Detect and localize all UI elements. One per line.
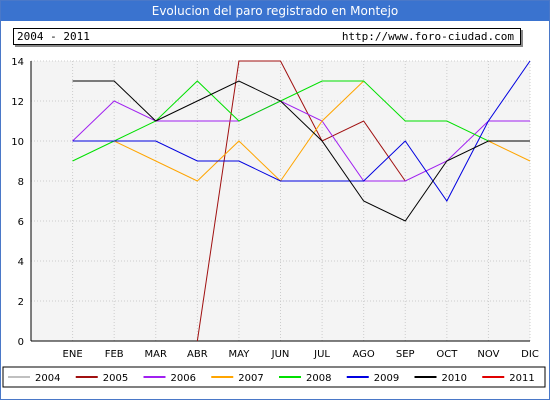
x-tick-label: AGO <box>353 349 375 360</box>
x-tick-label: NOV <box>477 349 499 360</box>
x-tick-label: MAY <box>229 349 251 360</box>
legend-label-2005: 2005 <box>103 373 128 384</box>
x-tick-label: MAR <box>145 349 167 360</box>
x-tick-label: OCT <box>436 349 458 360</box>
chart-title: Evolucion del paro registrado en Montejo <box>151 4 399 18</box>
legend-label-2010: 2010 <box>442 373 467 384</box>
series-line-2010 <box>72 80 530 222</box>
legend-label-2006: 2006 <box>171 373 196 384</box>
y-tick-label: 10 <box>11 137 24 148</box>
x-tick-label: FEB <box>105 349 124 360</box>
x-tick-label: ENE <box>63 349 83 360</box>
x-tick-label: JUN <box>271 349 290 360</box>
y-tick-label: 8 <box>18 177 24 188</box>
series-line-2008 <box>72 80 530 162</box>
legend-label-2004: 2004 <box>35 373 60 384</box>
series-line-2005 <box>196 60 406 342</box>
title-bar: Evolucion del paro registrado en Montejo <box>1 1 549 21</box>
series-line-2009 <box>72 60 531 202</box>
legend-label-2008: 2008 <box>306 373 331 384</box>
x-tick-label: DIC <box>521 349 539 360</box>
date-range-label: 2004 - 2011 <box>17 30 90 43</box>
y-tick-label: 4 <box>18 257 24 268</box>
x-tick-label: ABR <box>187 349 208 360</box>
y-tick-label: 2 <box>18 297 24 308</box>
legend-box <box>2 366 546 388</box>
series-line-2006 <box>72 100 530 182</box>
legend-label-2009: 2009 <box>374 373 399 384</box>
source-url: http://www.foro-ciudad.com <box>341 30 514 43</box>
y-tick-label: 12 <box>11 97 24 108</box>
legend-label-2011: 2011 <box>509 373 534 384</box>
x-tick-label: SEP <box>396 349 415 360</box>
y-tick-label: 14 <box>11 57 24 68</box>
y-tick-label: 6 <box>18 217 24 228</box>
legend-label-2007: 2007 <box>238 373 263 384</box>
x-tick-label: JUL <box>313 349 330 360</box>
subheader-box: 2004 - 2011 http://www.foro-ciudad.com <box>13 28 521 45</box>
y-tick-label: 0 <box>18 337 24 348</box>
